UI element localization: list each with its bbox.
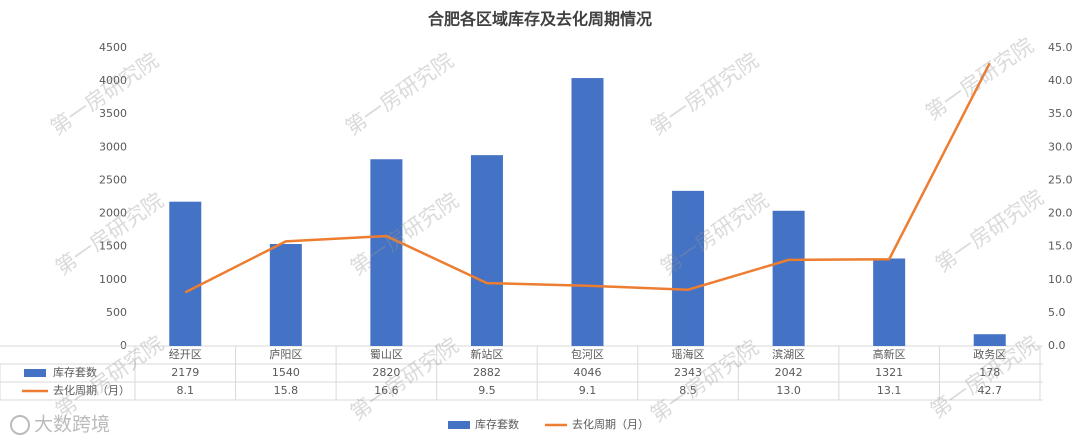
table-cell: 4046 [574,366,602,379]
table-cell: 1540 [272,366,300,379]
table-cell: 16.6 [374,384,399,397]
bar [169,201,202,346]
logo-icon [10,415,30,435]
y2-tick-label: 30.0 [1048,140,1073,153]
chart-title: 合肥各区域库存及去化周期情况 [428,10,652,29]
y2-tick-label: 35.0 [1048,107,1073,120]
table-cell: 2042 [775,366,803,379]
table-cell: 42.7 [977,384,1002,397]
y2-tick-label: 20.0 [1048,207,1073,220]
x-tick-label: 包河区 [571,348,604,361]
bar [672,190,705,346]
y2-tick-label: 45.0 [1048,41,1073,54]
legend-key [448,421,470,429]
legend-label: 去化周期（月） [572,417,649,431]
x-tick-label: 瑶海区 [672,347,705,361]
table-cell: 15.8 [274,384,299,397]
y2-tick-label: 10.0 [1048,273,1073,286]
y-tick-label: 3500 [99,107,127,120]
x-tick-label: 蜀山区 [370,348,403,361]
bar [269,244,302,346]
table-cell: 9.1 [579,384,597,397]
logo: 大数跨境 [34,414,110,436]
line [184,62,991,294]
x-tick-label: 政务区 [973,347,1006,361]
x-tick-label: 高新区 [873,347,906,361]
y-tick-label: 2000 [99,207,127,220]
x-tick-label: 滨湖区 [772,347,805,361]
y2-tick-label: 15.0 [1048,240,1073,253]
y-tick-label: 2500 [99,173,127,186]
table-row-label: 去化周期（月） [53,383,130,397]
y2-tick-label: 40.0 [1048,74,1073,87]
y-tick-label: 1000 [99,273,127,286]
table-cell: 8.1 [177,384,195,397]
y-tick-label: 4500 [99,41,127,54]
x-tick-label: 庐阳区 [269,347,302,361]
table-cell: 8.5 [679,384,697,397]
table-legend-key [24,369,46,377]
y-tick-label: 500 [106,306,127,319]
table-row-label: 库存套数 [53,365,97,379]
legend-label: 库存套数 [475,417,519,431]
table-cell: 2179 [171,366,199,379]
y-tick-label: 4000 [99,74,127,87]
x-tick-label: 新站区 [470,347,503,361]
table-cell: 2343 [674,366,702,379]
bar [370,159,403,346]
table-cell: 2820 [372,366,400,379]
table-cell: 13.1 [877,384,902,397]
y-tick-label: 3000 [99,140,127,153]
y-tick-label: 1500 [99,240,127,253]
bar [973,334,1006,346]
bar [772,210,805,346]
table-cell: 178 [979,366,1000,379]
table-cell: 13.0 [776,384,801,397]
bar [470,155,503,346]
x-tick-label: 经开区 [169,348,202,361]
y2-tick-label: 0.0 [1048,339,1066,352]
y2-tick-label: 5.0 [1048,306,1066,319]
table-cell: 1321 [875,366,903,379]
bar [571,78,604,347]
table-cell: 9.5 [478,384,496,397]
y2-tick-label: 25.0 [1048,173,1073,186]
table-cell: 2882 [473,366,501,379]
bar [873,258,906,346]
